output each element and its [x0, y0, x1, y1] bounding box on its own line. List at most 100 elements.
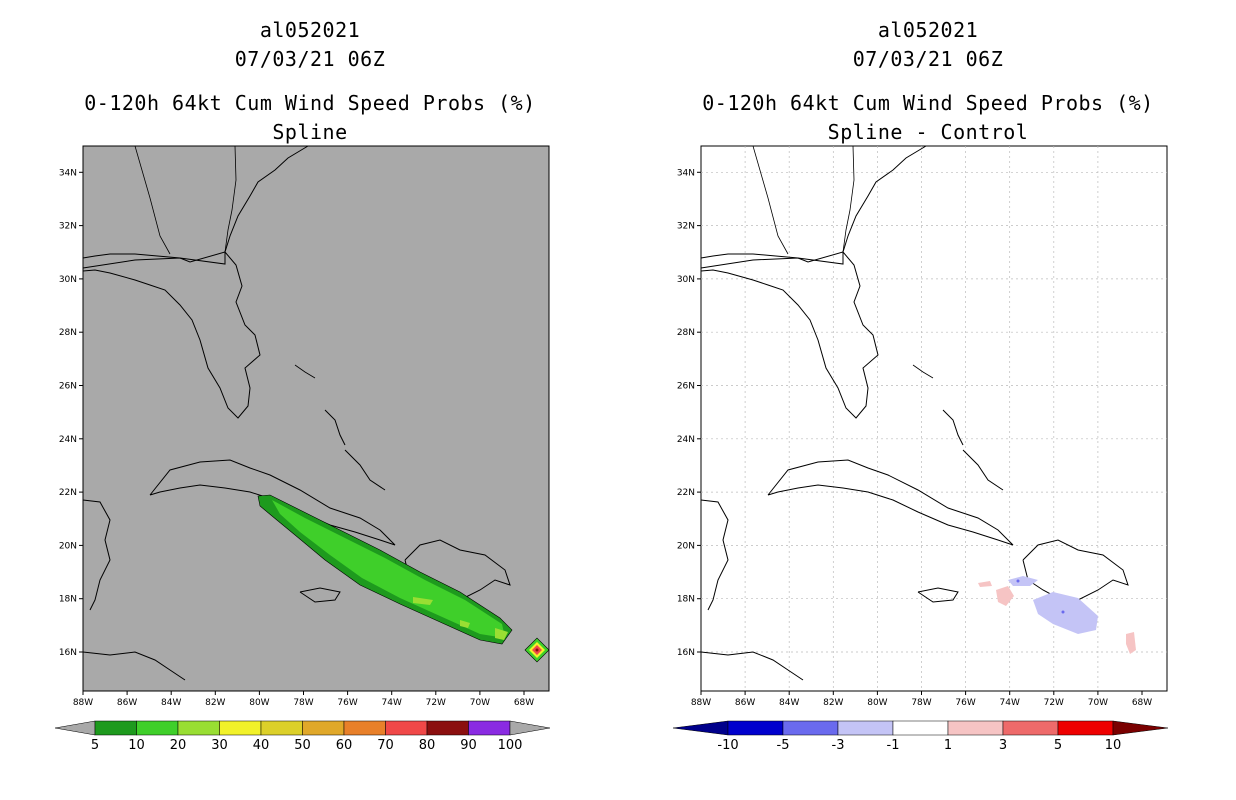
lon-tick-label: 80W — [867, 698, 887, 708]
colorbar-swatch — [727, 720, 784, 736]
lat-tick-label: 24N — [677, 435, 695, 445]
colorbar-label: 90 — [460, 738, 477, 753]
lon-tick-label: 76W — [955, 698, 975, 708]
lat-tick-label: 26N — [677, 382, 695, 392]
lat-tick-label: 28N — [59, 328, 77, 338]
colorbar-label: 10 — [1105, 738, 1122, 753]
lat-tick-label: 22N — [59, 488, 77, 498]
colorbar-label: 30 — [211, 738, 228, 753]
storm-id-title: al052021 — [877, 18, 979, 42]
colorbar-label: 50 — [294, 738, 311, 753]
lon-tick-label: 82W — [205, 698, 225, 708]
colorbar-swatch — [177, 720, 220, 736]
lon-tick-label: 82W — [823, 698, 843, 708]
lat-tick-label: 20N — [59, 541, 77, 551]
lon-tick-label: 86W — [117, 698, 137, 708]
lat-tick-label: 34N — [677, 168, 695, 178]
lat-tick-label: 22N — [677, 488, 695, 498]
colorbar-label: -1 — [887, 738, 900, 753]
panel-subtitle: Spline - Control — [827, 120, 1029, 144]
lon-tick-label: 72W — [426, 698, 446, 708]
lon-tick-label: 84W — [779, 698, 799, 708]
lon-tick-label: 68W — [1132, 698, 1152, 708]
colorbar-arrow-high — [1112, 720, 1169, 736]
lat-tick-label: 16N — [59, 648, 77, 658]
gridlines — [701, 146, 1167, 691]
lon-tick-label: 70W — [1088, 698, 1108, 708]
lon-tick-label: 76W — [337, 698, 357, 708]
lat-tick-label: 26N — [59, 382, 77, 392]
lat-tick-label: 28N — [677, 328, 695, 338]
colorbar-swatch — [1057, 720, 1114, 736]
datetime-title: 07/03/21 06Z — [234, 47, 386, 71]
lat-tick-label: 24N — [59, 435, 77, 445]
colorbar-arrow-low — [55, 720, 96, 736]
lat-tick-label: 16N — [677, 648, 695, 658]
lat-tick-label: 32N — [677, 222, 695, 232]
colorbar-label: 3 — [999, 738, 1007, 753]
difference-field — [978, 576, 1136, 654]
colorbar-label: 60 — [336, 738, 353, 753]
storm-id-title: al052021 — [259, 18, 361, 42]
colorbar-label: -10 — [717, 738, 738, 753]
lon-tick-label: 74W — [1000, 698, 1020, 708]
lat-tick-label: 32N — [59, 222, 77, 232]
wind-probability-swath — [257, 494, 550, 663]
lon-tick-label: 68W — [514, 698, 534, 708]
lon-tick-label: 78W — [293, 698, 313, 708]
colorbar-label: 1 — [944, 738, 952, 753]
colorbar-label: 20 — [170, 738, 187, 753]
colorbar-label: 80 — [419, 738, 436, 753]
panel-subtitle: Spline — [272, 120, 348, 144]
colorbar-label: -5 — [777, 738, 790, 753]
lon-tick-label: 78W — [911, 698, 931, 708]
colorbar-label: 10 — [128, 738, 145, 753]
lon-tick-label: 88W — [73, 698, 93, 708]
lat-tick-label: 18N — [59, 595, 77, 605]
colorbar-swatch — [343, 720, 386, 736]
lat-tick-label: 20N — [677, 541, 695, 551]
datetime-title: 07/03/21 06Z — [852, 47, 1004, 71]
left-map: 88W 86W 84W 82W 80W 78W 76W 74W 72W 70W 68W 16N 18N 2… — [59, 145, 550, 708]
colorbar-label: 70 — [377, 738, 394, 753]
lon-tick-label: 74W — [382, 698, 402, 708]
lon-tick-label: 72W — [1044, 698, 1064, 708]
colorbar-swatch — [1002, 720, 1059, 736]
left-colorbar: 5 10 20 30 40 50 60 70 80 90 100 — [55, 720, 551, 753]
colorbar-swatch — [947, 720, 1004, 736]
colorbar-arrow-high — [509, 720, 551, 736]
lat-tick-label: 30N — [59, 275, 77, 285]
colorbar-swatch — [94, 720, 137, 736]
lat-tick-label: 34N — [59, 168, 77, 178]
lat-tick-label: 30N — [677, 275, 695, 285]
right-map: 88W 86W 84W 82W 80W 78W 76W 74W 72W 70W 68W 16N 18N 2… — [677, 145, 1168, 708]
colorbar-swatch — [782, 720, 839, 736]
lon-tick-label: 84W — [161, 698, 181, 708]
colorbar-swatch — [385, 720, 428, 736]
colorbar-swatch — [302, 720, 345, 736]
product-title: 0-120h 64kt Cum Wind Speed Probs (%) — [84, 91, 536, 115]
colorbar-swatch — [260, 720, 303, 736]
colorbar-swatch — [426, 720, 469, 736]
coastlines — [82, 145, 511, 681]
map-frame — [700, 145, 1168, 692]
colorbar-swatch — [136, 720, 179, 736]
colorbar-label: 5 — [1054, 738, 1062, 753]
colorbar-label: 5 — [91, 738, 99, 753]
lon-tick-label: 80W — [249, 698, 269, 708]
colorbar-swatch — [837, 720, 894, 736]
lon-tick-label: 70W — [470, 698, 490, 708]
lat-tick-label: 18N — [677, 595, 695, 605]
lon-tick-label: 86W — [735, 698, 755, 708]
lon-tick-label: 88W — [691, 698, 711, 708]
colorbar-swatch — [468, 720, 511, 736]
colorbar-label: 100 — [498, 738, 523, 753]
product-title: 0-120h 64kt Cum Wind Speed Probs (%) — [702, 91, 1154, 115]
colorbar-label: -3 — [832, 738, 845, 753]
colorbar-swatch — [892, 720, 949, 736]
colorbar-label: 40 — [253, 738, 270, 753]
coastlines — [700, 145, 1129, 681]
colorbar-arrow-low — [673, 720, 729, 736]
colorbar-swatch — [219, 720, 262, 736]
right-colorbar: -10 -5 -3 -1 1 3 5 10 — [673, 720, 1169, 753]
